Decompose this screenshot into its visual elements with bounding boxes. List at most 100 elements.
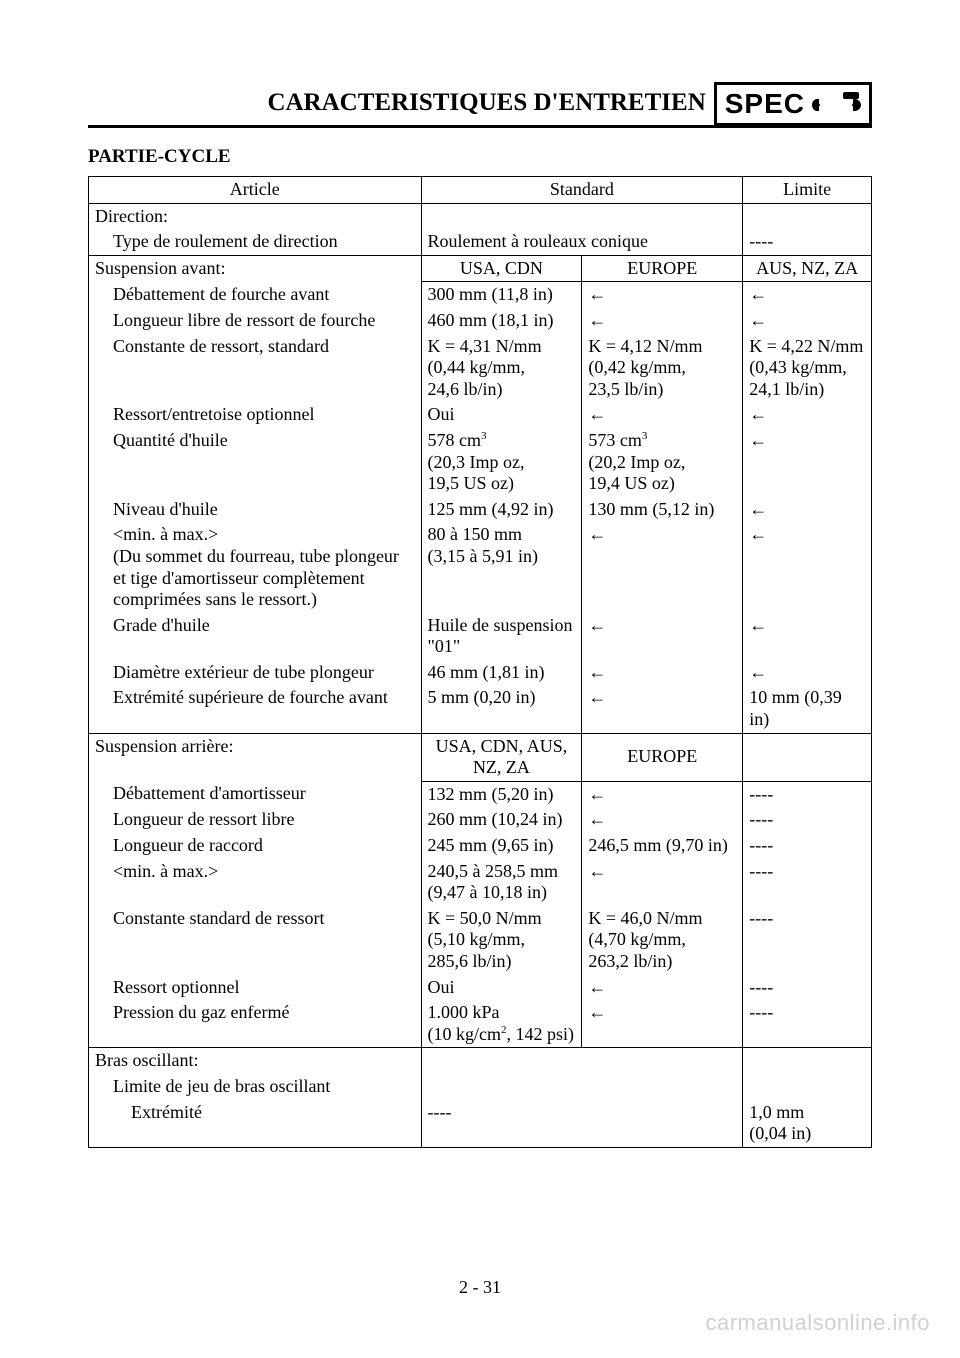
cell: Extrémité (89, 1100, 422, 1148)
cell: ← (743, 613, 872, 660)
cell: Type de roulement de direction (89, 229, 422, 255)
table-row: Constante de ressort, standard K = 4,31 … (89, 334, 872, 403)
table-row: Type de roulement de direction Roulement… (89, 229, 872, 255)
col-standard: Standard (421, 177, 743, 204)
cell: Constante de ressort, standard (89, 334, 422, 403)
cell: 573 cm3(20,2 Imp oz, 19,4 US oz) (582, 428, 743, 497)
cell: 246,5 mm (9,70 in) (582, 833, 743, 859)
cell: Suspension avant: (89, 255, 422, 282)
cell: Grade d'huile (89, 613, 422, 660)
cell: ← (582, 975, 743, 1001)
cell: ---- (743, 807, 872, 833)
table-row: <min. à max.> 240,5 à 258,5 mm (9,47 à 1… (89, 859, 872, 906)
cell: Pression du gaz enfermé (89, 1000, 422, 1048)
cell: ← (582, 308, 743, 334)
cell: AUS, NZ, ZA (743, 255, 872, 282)
cell: ---- (421, 1100, 743, 1148)
cell: K = 50,0 N/mm (5,10 kg/mm, 285,6 lb/in) (421, 906, 582, 975)
cell: Roulement à rouleaux conique (421, 229, 743, 255)
cell: ---- (743, 229, 872, 255)
cell: ← (582, 402, 743, 428)
cell: 1.000 kPa(10 kg/cm2, 142 psi) (421, 1000, 582, 1048)
table-row: Extrémité ---- 1,0 mm (0,04 in) (89, 1100, 872, 1148)
cell: 130 mm (5,12 in) (582, 497, 743, 523)
section-title: PARTIE-CYCLE (88, 146, 872, 168)
cell: ← (743, 660, 872, 686)
wrench-icon (811, 89, 863, 119)
cell: 460 mm (18,1 in) (421, 308, 582, 334)
cell: ← (582, 613, 743, 660)
page-title: CARACTERISTIQUES D'ENTRETIEN (267, 89, 705, 117)
spec-label: SPEC (725, 88, 805, 120)
cell: ← (743, 282, 872, 308)
table-row: Suspension avant: USA, CDN EUROPE AUS, N… (89, 255, 872, 282)
table-row: Longueur de raccord 245 mm (9,65 in) 246… (89, 833, 872, 859)
cell: ← (582, 859, 743, 906)
cell: Ressort optionnel (89, 975, 422, 1001)
cell (743, 1048, 872, 1074)
cell (743, 203, 872, 229)
table-row: Débattement de fourche avant 300 mm (11,… (89, 282, 872, 308)
table-row: Niveau d'huile 125 mm (4,92 in) 130 mm (… (89, 497, 872, 523)
cell: 260 mm (10,24 in) (421, 807, 582, 833)
cell: ---- (743, 1000, 872, 1048)
table-row: Diamètre extérieur de tube plongeur 46 m… (89, 660, 872, 686)
table-row: <min. à max.> (Du sommet du fourreau, tu… (89, 522, 872, 612)
table-row: Constante standard de ressort K = 50,0 N… (89, 906, 872, 975)
cell: Constante standard de ressort (89, 906, 422, 975)
cell: Diamètre extérieur de tube plongeur (89, 660, 422, 686)
cell: 1,0 mm (0,04 in) (743, 1100, 872, 1148)
cell: 5 mm (0,20 in) (421, 685, 582, 733)
cell: K = 4,31 N/mm (0,44 kg/mm, 24,6 lb/in) (421, 334, 582, 403)
spec-badge: SPEC (714, 82, 872, 126)
cell: K = 4,12 N/mm (0,42 kg/mm, 23,5 lb/in) (582, 334, 743, 403)
cell: 10 mm (0,39 in) (743, 685, 872, 733)
cell: Longueur libre de ressort de fourche (89, 308, 422, 334)
cell: K = 4,22 N/mm (0,43 kg/mm, 24,1 lb/in) (743, 334, 872, 403)
cell: EUROPE (582, 255, 743, 282)
cell: Huile de suspension "01" (421, 613, 582, 660)
cell: EUROPE (582, 733, 743, 781)
cell: Suspension arrière: (89, 733, 422, 781)
cell: Débattement de fourche avant (89, 282, 422, 308)
cell: ---- (743, 833, 872, 859)
cell: ← (743, 402, 872, 428)
cell: Niveau d'huile (89, 497, 422, 523)
cell: ← (743, 308, 872, 334)
page-header: CARACTERISTIQUES D'ENTRETIEN SPEC (88, 80, 872, 128)
cell: ---- (743, 906, 872, 975)
cell: Quantité d'huile (89, 428, 422, 497)
cell: <min. à max.> (Du sommet du fourreau, tu… (89, 522, 422, 612)
cell: ← (582, 685, 743, 733)
page: CARACTERISTIQUES D'ENTRETIEN SPEC PARTIE… (0, 0, 960, 1358)
cell: 245 mm (9,65 in) (421, 833, 582, 859)
watermark: carmanualsonline.info (705, 1310, 930, 1336)
page-number: 2 - 31 (0, 1277, 960, 1298)
table-row: Longueur de ressort libre 260 mm (10,24 … (89, 807, 872, 833)
cell: ← (582, 781, 743, 807)
table-row: Quantité d'huile 578 cm3(20,3 Imp oz, 19… (89, 428, 872, 497)
table-row: Pression du gaz enfermé 1.000 kPa(10 kg/… (89, 1000, 872, 1048)
cell: ← (582, 1000, 743, 1048)
col-limite: Limite (743, 177, 872, 204)
cell: Oui (421, 402, 582, 428)
cell (421, 1074, 743, 1100)
cell: 300 mm (11,8 in) (421, 282, 582, 308)
cell: Longueur de ressort libre (89, 807, 422, 833)
cell: Limite de jeu de bras oscillant (89, 1074, 422, 1100)
cell: ← (582, 807, 743, 833)
cell: ← (582, 660, 743, 686)
cell (743, 1074, 872, 1100)
col-article: Article (89, 177, 422, 204)
table-row: Ressort/entretoise optionnel Oui ← ← (89, 402, 872, 428)
cell: 80 à 150 mm (3,15 à 5,91 in) (421, 522, 582, 612)
table-row: Bras oscillant: (89, 1048, 872, 1074)
table-header-row: Article Standard Limite (89, 177, 872, 204)
cell: Direction: (89, 203, 422, 229)
cell (421, 203, 743, 229)
table-row: Extrémité supérieure de fourche avant 5 … (89, 685, 872, 733)
table-row: Direction: (89, 203, 872, 229)
cell: 46 mm (1,81 in) (421, 660, 582, 686)
cell: ---- (743, 859, 872, 906)
cell: ← (743, 497, 872, 523)
